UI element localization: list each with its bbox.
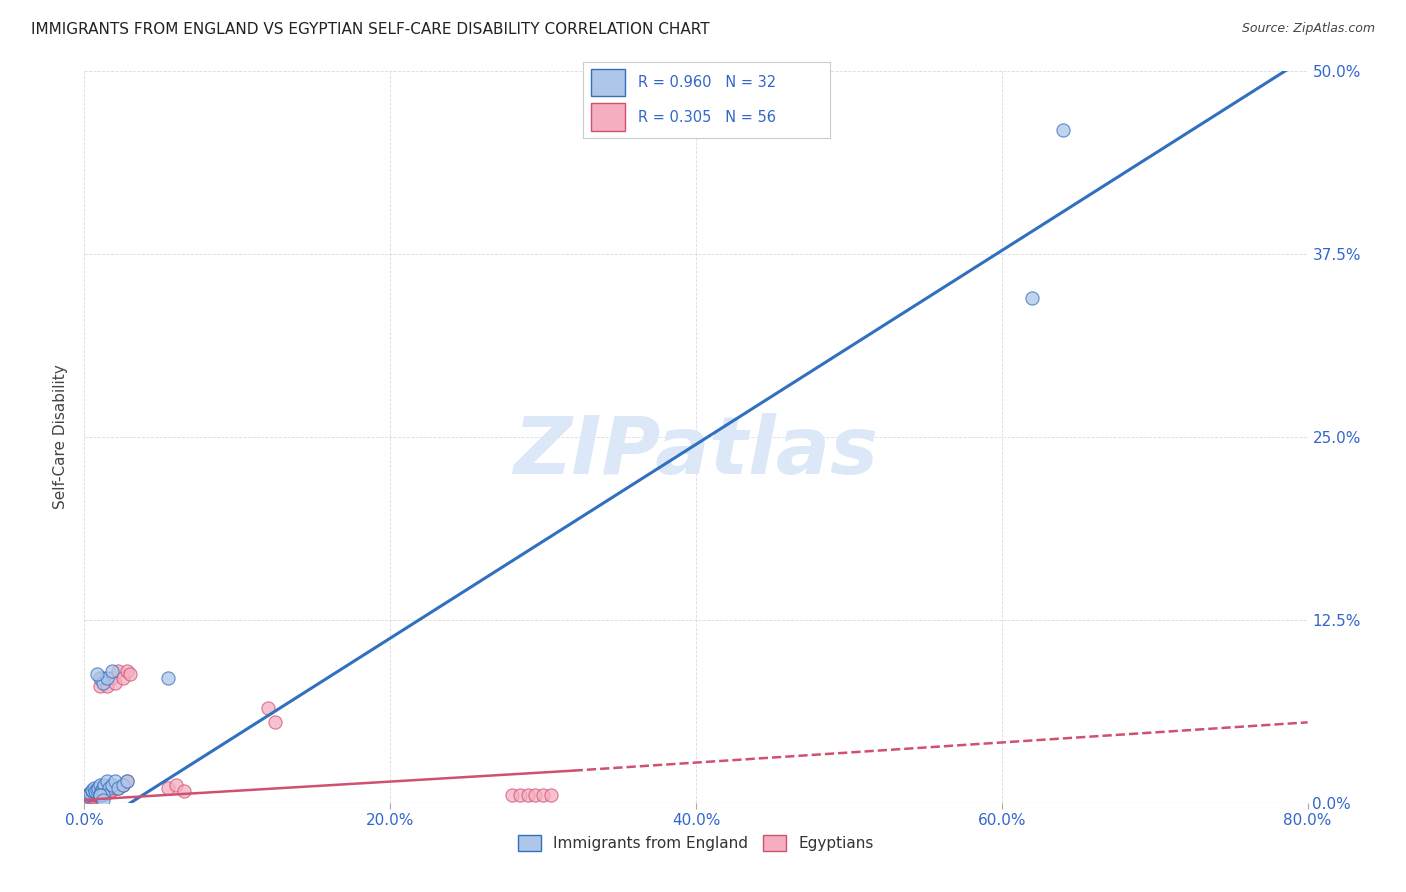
Point bbox=[107, 664, 129, 678]
Point bbox=[83, 787, 105, 801]
Point bbox=[115, 773, 138, 788]
Point bbox=[89, 786, 111, 800]
Point bbox=[80, 782, 103, 797]
Point bbox=[93, 778, 115, 792]
Point bbox=[111, 778, 134, 792]
Point bbox=[77, 789, 100, 804]
Point bbox=[77, 789, 100, 803]
Point bbox=[83, 781, 105, 796]
Point bbox=[96, 672, 118, 686]
Point bbox=[101, 778, 124, 792]
Point bbox=[91, 781, 114, 796]
Point bbox=[89, 672, 111, 686]
Point bbox=[97, 781, 120, 796]
Point bbox=[1021, 291, 1043, 305]
Point bbox=[89, 778, 111, 792]
Point bbox=[90, 787, 112, 801]
Point bbox=[79, 786, 101, 800]
Point bbox=[94, 784, 117, 798]
Point bbox=[157, 781, 180, 796]
Bar bbox=[591, 103, 626, 130]
Point bbox=[84, 784, 107, 798]
Point bbox=[120, 667, 142, 681]
Point bbox=[86, 782, 108, 797]
Point bbox=[84, 789, 107, 803]
Point bbox=[91, 789, 114, 803]
Point bbox=[90, 784, 112, 798]
Point bbox=[80, 789, 103, 804]
Point bbox=[509, 789, 531, 803]
Point bbox=[89, 784, 111, 798]
Point bbox=[80, 787, 103, 801]
Point bbox=[91, 784, 114, 798]
Point bbox=[173, 784, 195, 798]
Point bbox=[84, 787, 107, 801]
Point bbox=[97, 782, 120, 797]
Point bbox=[91, 793, 114, 807]
Point bbox=[101, 672, 124, 686]
Text: IMMIGRANTS FROM ENGLAND VS EGYPTIAN SELF-CARE DISABILITY CORRELATION CHART: IMMIGRANTS FROM ENGLAND VS EGYPTIAN SELF… bbox=[31, 22, 710, 37]
Point bbox=[96, 773, 118, 788]
Point bbox=[531, 789, 554, 803]
Point bbox=[89, 789, 111, 803]
Point bbox=[257, 700, 280, 714]
Point bbox=[91, 786, 114, 800]
Point bbox=[115, 664, 138, 678]
Point bbox=[86, 667, 108, 681]
Bar bbox=[591, 69, 626, 95]
Point bbox=[502, 789, 524, 803]
Point bbox=[111, 778, 134, 792]
Point bbox=[79, 789, 101, 804]
Point bbox=[107, 781, 129, 796]
Point bbox=[79, 789, 101, 803]
Point bbox=[89, 787, 111, 801]
Text: R = 0.305   N = 56: R = 0.305 N = 56 bbox=[638, 110, 776, 125]
Text: ZIPatlas: ZIPatlas bbox=[513, 413, 879, 491]
Legend: Immigrants from England, Egyptians: Immigrants from England, Egyptians bbox=[512, 830, 880, 857]
Point bbox=[93, 786, 115, 800]
Point bbox=[83, 789, 105, 803]
Point bbox=[104, 676, 127, 690]
Point bbox=[165, 778, 187, 792]
Point bbox=[89, 789, 111, 803]
Point bbox=[111, 672, 134, 686]
Point bbox=[98, 784, 121, 798]
Point bbox=[89, 789, 111, 803]
Point bbox=[80, 789, 103, 803]
Point bbox=[115, 773, 138, 788]
Point bbox=[91, 676, 114, 690]
Point bbox=[107, 781, 129, 796]
Text: Source: ZipAtlas.com: Source: ZipAtlas.com bbox=[1241, 22, 1375, 36]
Y-axis label: Self-Care Disability: Self-Care Disability bbox=[53, 365, 69, 509]
Point bbox=[83, 789, 105, 804]
Point bbox=[76, 791, 98, 805]
Point bbox=[80, 784, 103, 798]
Point bbox=[87, 789, 110, 803]
Point bbox=[86, 787, 108, 801]
Point bbox=[87, 787, 110, 801]
Point bbox=[91, 672, 114, 686]
Point bbox=[101, 664, 124, 678]
Point bbox=[264, 715, 287, 730]
Point bbox=[77, 787, 100, 801]
Point bbox=[516, 789, 538, 803]
Point bbox=[76, 789, 98, 803]
Point bbox=[104, 781, 127, 796]
Point bbox=[96, 786, 118, 800]
Point bbox=[104, 773, 127, 788]
Point bbox=[524, 789, 547, 803]
Point bbox=[157, 672, 180, 686]
Point bbox=[101, 782, 124, 797]
Point bbox=[89, 679, 111, 693]
Point bbox=[1052, 123, 1074, 137]
Point bbox=[86, 786, 108, 800]
Point bbox=[540, 789, 562, 803]
Point bbox=[96, 679, 118, 693]
Text: R = 0.960   N = 32: R = 0.960 N = 32 bbox=[638, 75, 776, 90]
Point bbox=[86, 789, 108, 803]
Point bbox=[96, 784, 118, 798]
Point bbox=[87, 781, 110, 796]
